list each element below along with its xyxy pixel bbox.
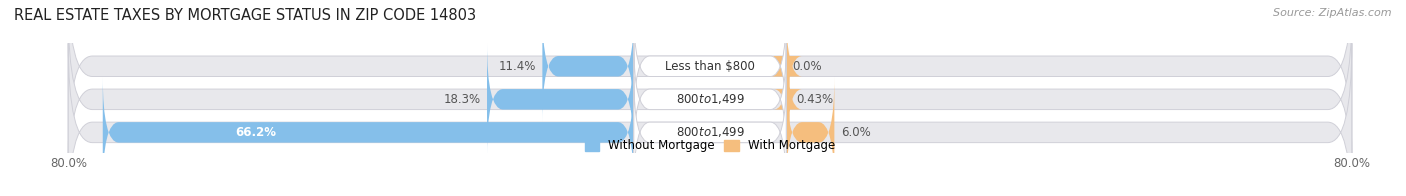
Text: Source: ZipAtlas.com: Source: ZipAtlas.com xyxy=(1274,8,1392,18)
FancyBboxPatch shape xyxy=(773,44,803,155)
FancyBboxPatch shape xyxy=(543,10,634,122)
Legend: Without Mortgage, With Mortgage: Without Mortgage, With Mortgage xyxy=(585,140,835,152)
FancyBboxPatch shape xyxy=(634,10,786,122)
Text: 0.43%: 0.43% xyxy=(796,93,834,106)
Text: $800 to $1,499: $800 to $1,499 xyxy=(675,125,745,139)
FancyBboxPatch shape xyxy=(770,10,803,122)
Text: 66.2%: 66.2% xyxy=(236,126,277,139)
FancyBboxPatch shape xyxy=(486,44,634,155)
Text: REAL ESTATE TAXES BY MORTGAGE STATUS IN ZIP CODE 14803: REAL ESTATE TAXES BY MORTGAGE STATUS IN … xyxy=(14,8,477,23)
FancyBboxPatch shape xyxy=(634,44,786,155)
FancyBboxPatch shape xyxy=(103,76,634,188)
FancyBboxPatch shape xyxy=(634,76,786,188)
Text: 0.0%: 0.0% xyxy=(793,60,823,73)
FancyBboxPatch shape xyxy=(786,76,834,188)
Text: $800 to $1,499: $800 to $1,499 xyxy=(675,92,745,106)
Text: 11.4%: 11.4% xyxy=(499,60,536,73)
FancyBboxPatch shape xyxy=(69,44,1351,196)
Text: 18.3%: 18.3% xyxy=(443,93,481,106)
Text: Less than $800: Less than $800 xyxy=(665,60,755,73)
FancyBboxPatch shape xyxy=(69,10,1351,188)
Text: 6.0%: 6.0% xyxy=(841,126,870,139)
FancyBboxPatch shape xyxy=(69,0,1351,155)
